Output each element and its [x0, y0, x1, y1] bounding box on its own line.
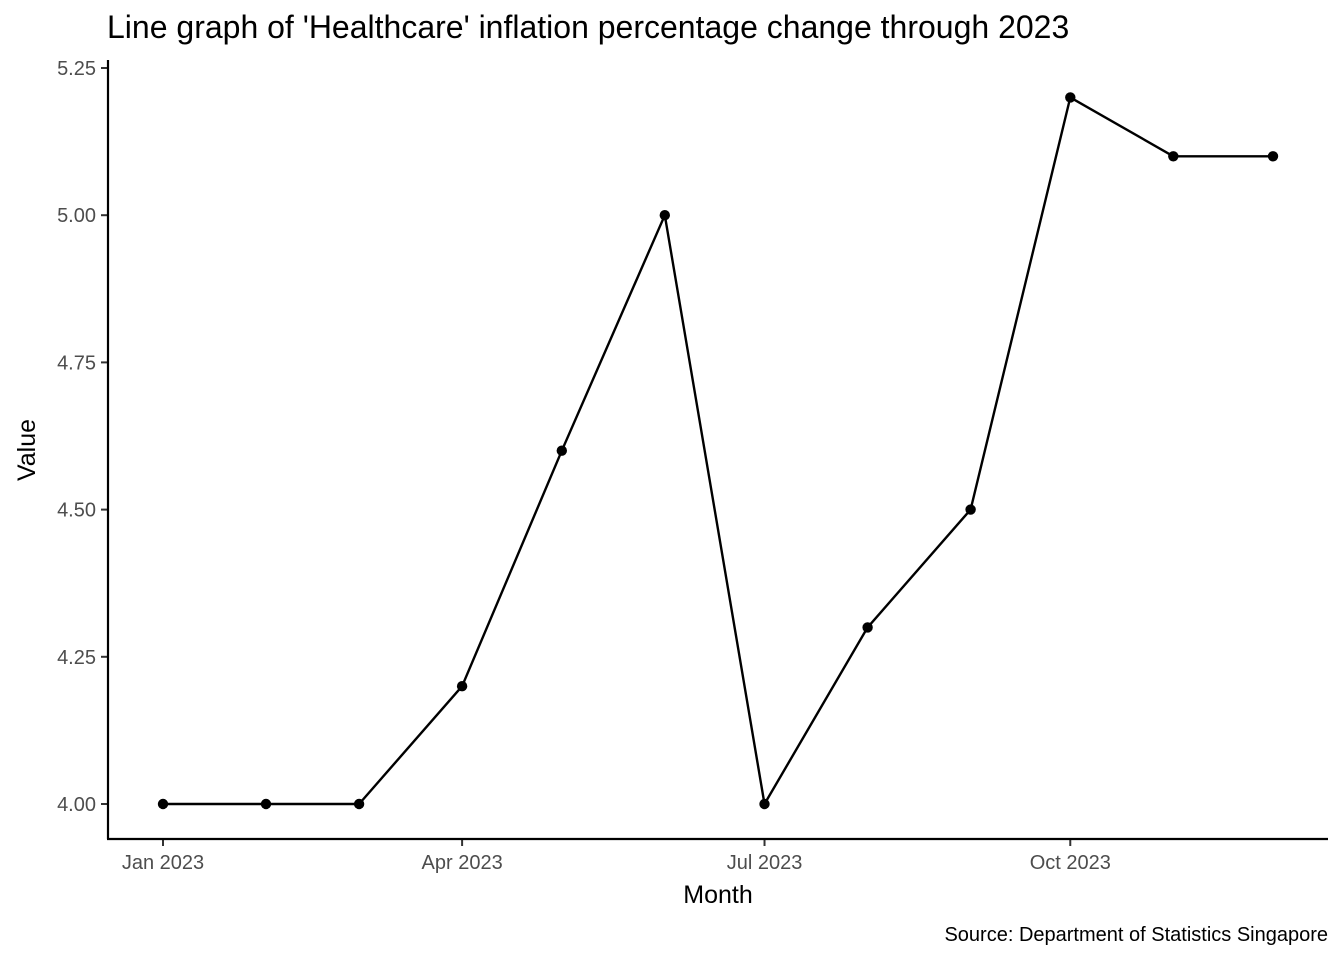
- data-point: [759, 798, 770, 810]
- y-tick-label: 5.25: [57, 58, 96, 80]
- data-point: [556, 445, 567, 456]
- x-axis-ticks: Jan 2023 Apr 2023 Jul 2023 Oct 2023: [122, 839, 1111, 874]
- data-point: [353, 798, 365, 810]
- data-point: [1168, 151, 1179, 162]
- series-healthcare: [157, 92, 1279, 810]
- data-point: [659, 210, 670, 221]
- x-tick-label: Jul 2023: [727, 852, 803, 874]
- x-axis-title: Month: [683, 881, 752, 909]
- x-tick-label: Oct 2023: [1030, 852, 1111, 874]
- y-tick-label: 4.00: [57, 794, 96, 816]
- x-tick-label: Jan 2023: [122, 852, 204, 874]
- data-point: [260, 798, 272, 810]
- series-line: [163, 96, 1273, 806]
- y-tick-label: 4.75: [57, 352, 96, 374]
- y-tick-label: 5.00: [57, 205, 96, 227]
- data-point: [1267, 151, 1279, 162]
- y-axis-title: Value: [13, 419, 41, 481]
- chart-caption: Source: Department of Statistics Singapo…: [944, 924, 1328, 946]
- y-tick-label: 4.25: [57, 647, 96, 669]
- data-point: [965, 504, 976, 515]
- y-tick-label: 4.50: [57, 500, 96, 522]
- y-axis-ticks: 4.00 4.25 4.50 4.75 5.00 5.25: [57, 58, 108, 816]
- data-point: [157, 798, 169, 810]
- chart-title: Line graph of 'Healthcare' inflation per…: [107, 9, 1069, 45]
- data-point: [456, 681, 468, 692]
- data-point: [862, 622, 873, 633]
- data-point: [1065, 92, 1076, 103]
- x-tick-label: Apr 2023: [422, 852, 503, 874]
